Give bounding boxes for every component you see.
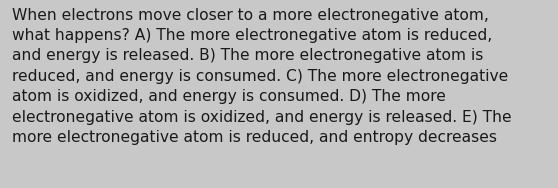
Text: When electrons move closer to a more electronegative atom,
what happens? A) The : When electrons move closer to a more ele… — [12, 8, 512, 145]
